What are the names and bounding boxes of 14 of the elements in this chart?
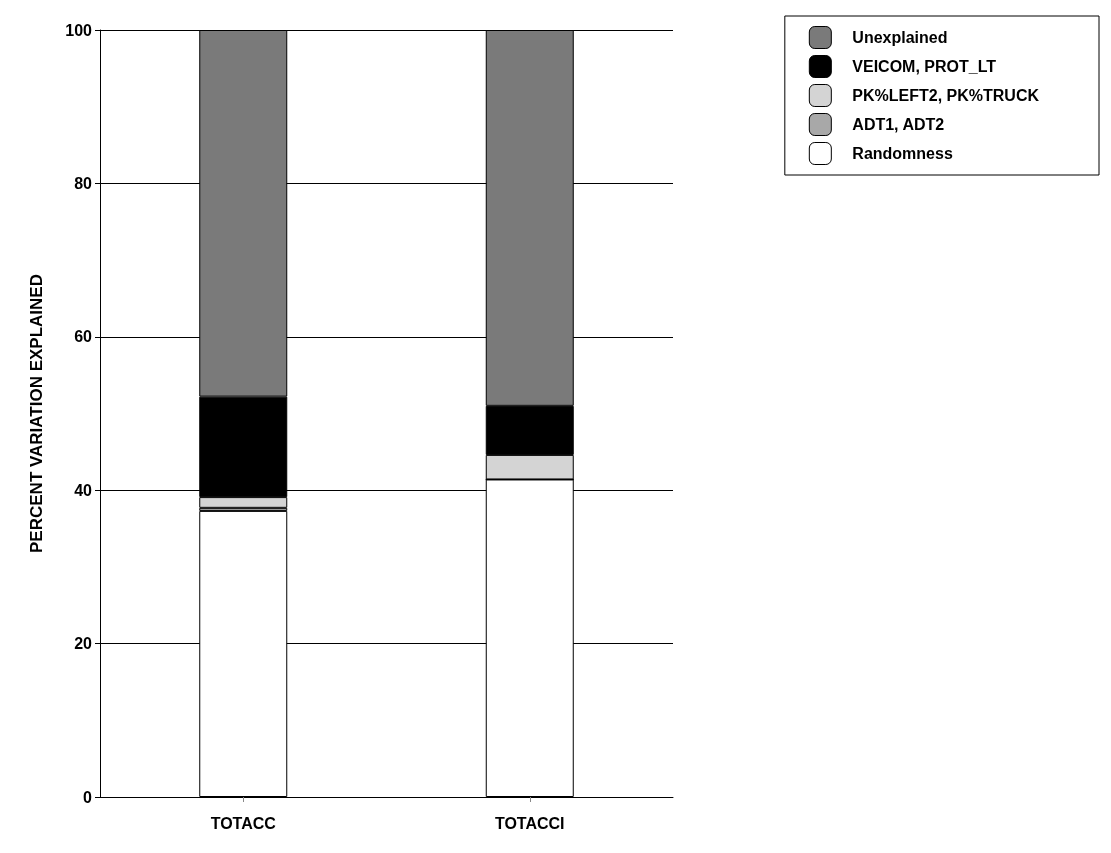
legend-label: ADT1, ADT2 [852,116,945,133]
legend-label: Randomness [852,145,953,162]
x-tick-label: TOTACCI [494,814,565,832]
y-tick-label: 60 [74,328,93,346]
legend-label: Unexplained [852,29,948,46]
y-tick-label: 40 [74,481,93,499]
y-tick-label: 100 [65,21,93,39]
y-tick-label: 80 [74,174,93,192]
legend-label: PK%LEFT2, PK%TRUCK [852,87,1040,104]
legend-label: VEICOM, PROT_LT [852,58,997,75]
x-tick-label: TOTACC [210,814,277,832]
y-axis-title: PERCENT VARIATION EXPLAINED [27,274,46,553]
y-tick-label: 20 [74,635,93,653]
y-tick-label: 0 [83,788,93,806]
